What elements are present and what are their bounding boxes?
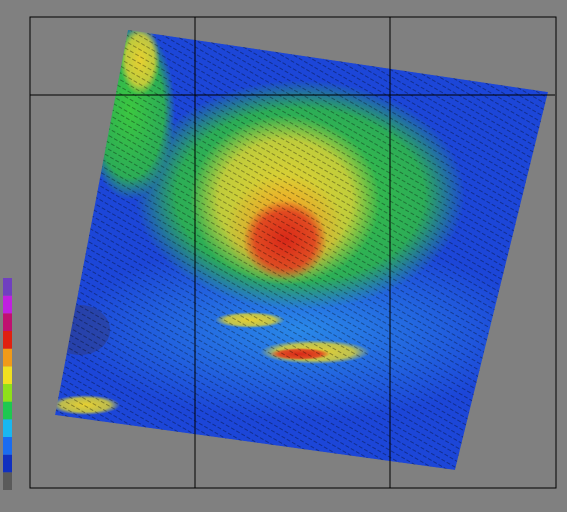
color-bar-swatch xyxy=(3,313,12,331)
color-bar-swatch xyxy=(3,384,12,402)
color-bar-swatch xyxy=(3,278,12,296)
color-bar-swatch xyxy=(3,454,12,473)
color-bar-swatch xyxy=(3,437,12,455)
map-frame xyxy=(29,16,557,489)
color-bar-swatch xyxy=(3,419,12,437)
lat-lon-grid xyxy=(30,17,555,488)
color-bar xyxy=(3,278,12,490)
color-bar-swatch xyxy=(3,331,12,349)
color-bar-swatch xyxy=(3,295,12,314)
color-bar-swatch xyxy=(3,401,12,420)
color-bar-swatch xyxy=(3,472,12,490)
color-bar-swatch xyxy=(3,348,12,367)
color-bar-swatch xyxy=(3,366,12,384)
